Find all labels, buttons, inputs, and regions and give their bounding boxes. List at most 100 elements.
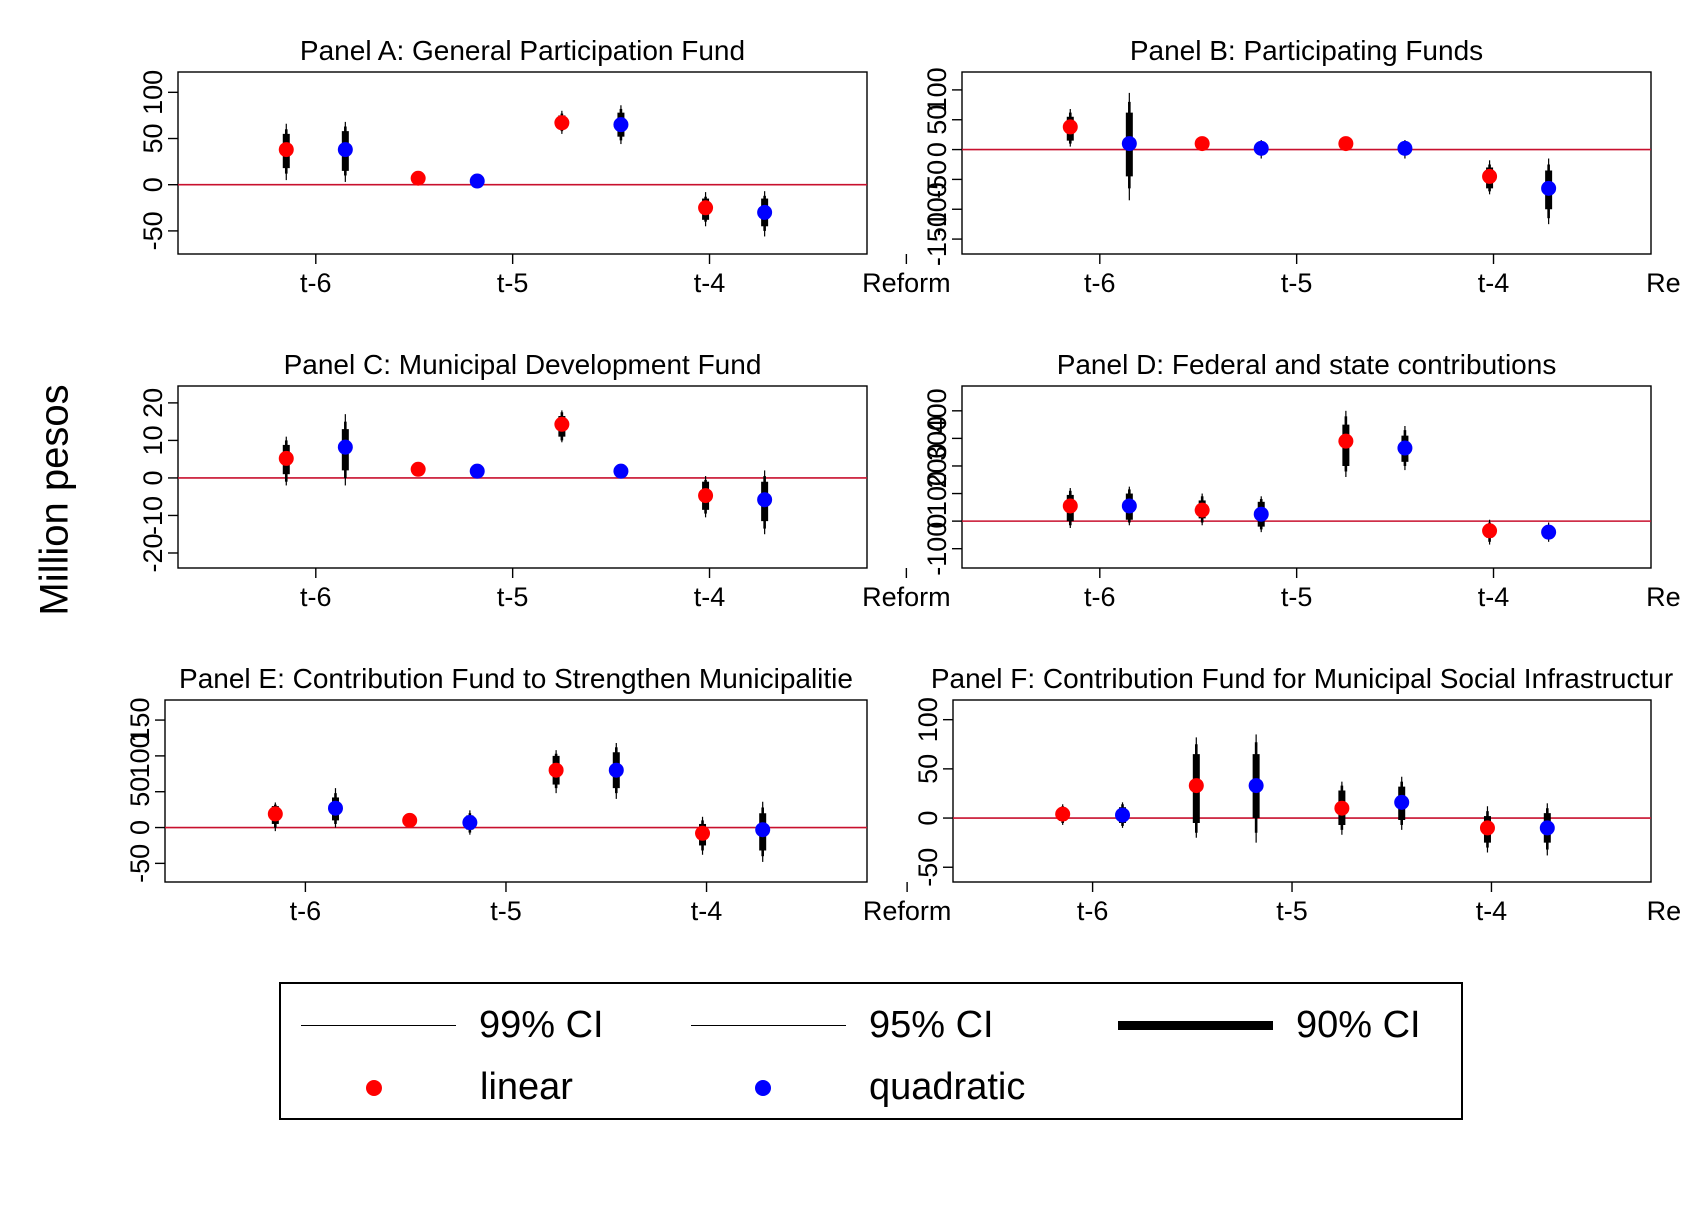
y-tick-label: 200	[922, 443, 952, 488]
legend-ci99-label: 99% CI	[479, 1004, 604, 1046]
plot-frame	[961, 385, 1652, 569]
x-tick-label: t-4	[1478, 268, 1510, 298]
x-tick-label: t-4	[1478, 582, 1510, 612]
panel-b: Panel B: Participating Funds -150-100-50 0…	[922, 35, 1681, 298]
y-tick-label: 50	[138, 123, 168, 153]
x-tick-label: t-5	[497, 582, 529, 612]
linear-point	[278, 142, 294, 158]
panel-plot-area	[178, 410, 867, 535]
quadratic-point	[1394, 794, 1410, 810]
legend-linear-dot	[366, 1079, 382, 1096]
linear-point	[554, 416, 570, 432]
panel-f: Panel F: Contribution Fund for Municipal…	[913, 663, 1681, 926]
y-tick-label: 100	[138, 70, 168, 115]
panel-title: Panel A: General Participation Fund	[300, 35, 745, 66]
quadratic-point	[1121, 136, 1137, 152]
panel-title: Panel D: Federal and state contributions	[1057, 349, 1557, 380]
y-tick-label: 100	[125, 733, 155, 778]
x-tick-label: t-4	[691, 896, 723, 926]
quadratic-point	[1541, 524, 1557, 540]
linear-point	[278, 450, 294, 466]
linear-point	[1482, 168, 1498, 184]
x-tick-label: t-6	[300, 268, 332, 298]
legend-item-ci95: 95% CI	[691, 1004, 994, 1047]
linear-point	[1188, 778, 1204, 794]
y-tick-label: -50	[138, 211, 168, 250]
y-tick-label: 0	[922, 514, 952, 529]
x-tick-label: t-6	[1084, 268, 1116, 298]
y-tick-label: -100	[922, 182, 952, 236]
legend-quadratic-label: quadratic	[869, 1066, 1026, 1108]
y-tick-label: 50	[125, 777, 155, 807]
x-tick-label: t-6	[1077, 896, 1109, 926]
y-tick-label: 100	[922, 471, 952, 516]
linear-point	[267, 806, 283, 822]
linear-point	[410, 170, 426, 186]
y-tick-label: 0	[913, 811, 943, 826]
legend-quadratic-dot	[755, 1079, 771, 1096]
quadratic-point	[1253, 140, 1269, 156]
linear-point	[1062, 119, 1078, 135]
x-tick-label: t-5	[490, 896, 522, 926]
quadratic-point	[757, 204, 773, 220]
x-tick-label: t-4	[694, 582, 726, 612]
x-tick-label: Reform	[1646, 582, 1681, 612]
x-tick-label: t-5	[1281, 268, 1313, 298]
panel-d: Panel D: Federal and state contributions…	[922, 349, 1681, 612]
panel-plot-area	[962, 92, 1651, 225]
panels-svg: Panel A: General Participation Fund -50 0 5…	[125, 35, 1681, 926]
plot-frame	[961, 71, 1652, 255]
y-tick-label: 0	[138, 177, 168, 192]
legend-item-quadratic: quadratic	[755, 1066, 1025, 1109]
y-tick-label: 400	[922, 388, 952, 433]
y-tick-label: 50	[913, 754, 943, 784]
linear-point	[1338, 433, 1354, 449]
legend-ci95-swatch	[691, 1025, 846, 1026]
panel-a: Panel A: General Participation Fund -50 0 5…	[138, 35, 951, 298]
y-tick-label: 20	[138, 388, 168, 418]
linear-point	[1482, 523, 1498, 539]
quadratic-point	[462, 815, 478, 831]
quadratic-point	[327, 800, 343, 816]
legend-ci99-swatch	[301, 1025, 456, 1026]
y-tick-label: 0	[922, 142, 952, 157]
y-tick-label: -50	[922, 160, 952, 199]
x-tick-label: t-5	[1276, 896, 1308, 926]
panel-c: Panel C: Municipal Development Fund-20-1…	[138, 349, 951, 612]
quadratic-point	[1539, 820, 1555, 836]
linear-point	[1194, 136, 1210, 152]
plot-frame	[164, 699, 868, 883]
y-tick-label: -100	[922, 522, 952, 576]
linear-point	[548, 762, 564, 778]
x-tick-label: t-6	[300, 582, 332, 612]
y-tick-label: 100	[913, 697, 943, 742]
quadratic-point	[1541, 180, 1557, 196]
linear-point	[695, 825, 711, 841]
linear-point	[1479, 820, 1495, 836]
panel-title: Panel C: Municipal Development Fund	[284, 349, 762, 380]
panel-title: Panel E: Contribution Fund to Strengthen…	[179, 663, 853, 694]
panel-title: Panel F: Contribution Fund for Municipal…	[931, 663, 1673, 694]
plot-frame	[177, 71, 868, 255]
legend-item-ci90: 90% CI	[1118, 1004, 1421, 1047]
linear-point	[1055, 806, 1071, 822]
quadratic-point	[1248, 778, 1264, 794]
linear-point	[1062, 498, 1078, 514]
y-tick-label: 0	[125, 820, 155, 835]
y-tick-label: -50	[913, 848, 943, 887]
x-tick-label: Reform	[863, 896, 952, 926]
panel-plot-area	[953, 734, 1651, 856]
legend-ci90-swatch	[1118, 1021, 1273, 1030]
quadratic-point	[1115, 807, 1131, 823]
y-tick-label: -150	[922, 212, 952, 266]
quadratic-point	[469, 173, 485, 189]
x-tick-label: Reform	[862, 268, 951, 298]
quadratic-point	[757, 492, 773, 508]
legend-ci95-label: 95% CI	[869, 1004, 994, 1046]
quadratic-point	[755, 822, 771, 838]
quadratic-point	[337, 439, 353, 455]
quadratic-point	[1253, 506, 1269, 522]
x-tick-label: t-4	[694, 268, 726, 298]
y-tick-label: 50	[922, 105, 952, 135]
